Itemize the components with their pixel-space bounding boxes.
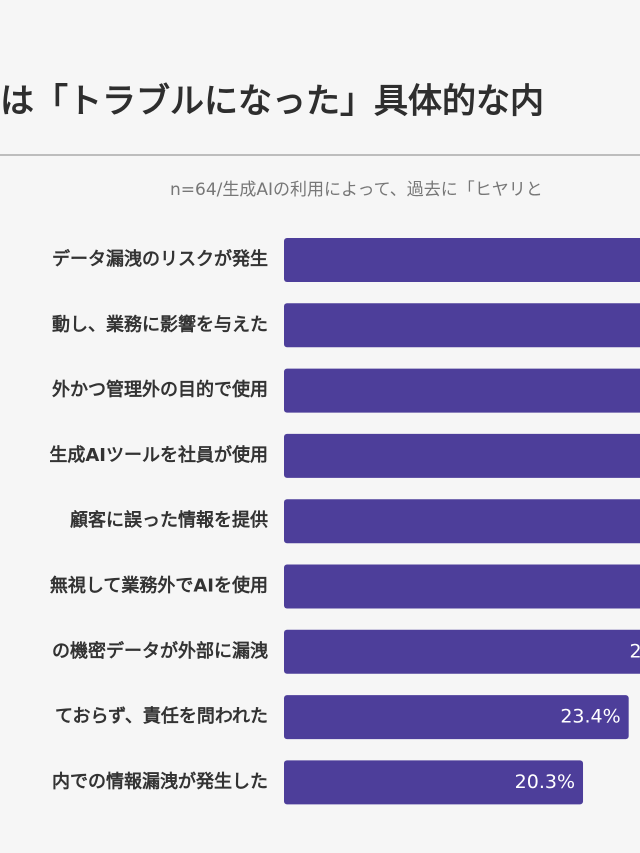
value-label: 28.1% (630, 640, 640, 662)
category-label: データ漏洩のリスクが発生 (52, 248, 268, 270)
category-label: 無視して業務外でAIを使用 (50, 575, 268, 597)
bar (284, 695, 629, 740)
category-label: 内での情報漏洩が発生した (52, 770, 268, 792)
value-label: 23.4% (560, 706, 620, 728)
category-label: ておらず、責任を問われた (55, 705, 268, 727)
category-label: の機密データが外部に漏洩 (52, 640, 268, 662)
chart-title: は「トラブルになった」具体的な内 (0, 82, 544, 122)
value-label: 20.3% (515, 771, 575, 793)
bar (284, 368, 640, 413)
bar (284, 238, 640, 282)
category-label: 生成AIツールを社員が使用 (49, 444, 268, 466)
bar (284, 303, 640, 348)
category-label: 外かつ管理外の目的で使用 (52, 379, 268, 401)
bar (284, 433, 640, 478)
bar (284, 499, 640, 544)
category-label: 顧客に誤った情報を提供 (70, 509, 268, 531)
bar (284, 760, 584, 805)
bar (284, 629, 640, 674)
category-label: 動し、業務に影響を与えた (52, 313, 268, 335)
bar (284, 564, 640, 609)
chart-subtitle: n=64/生成AIの利用によって、過去に「ヒヤリと (170, 180, 543, 200)
